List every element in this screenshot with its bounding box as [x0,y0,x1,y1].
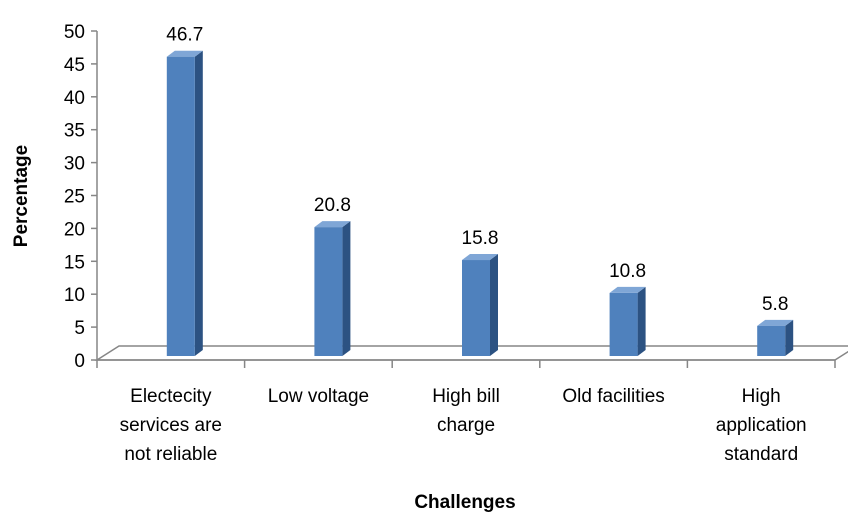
bar [166,50,203,357]
bar-front [166,56,195,357]
bar-side [490,254,498,356]
value-label: 46.7 [166,25,203,46]
bar-side [785,319,794,356]
y-tick-label: 10 [64,285,85,306]
bar [314,221,351,356]
bars [166,50,794,357]
category-label-line: Old facilities [562,386,664,407]
bar-front [314,227,343,356]
bar [757,319,794,356]
bar-top [314,221,351,228]
bar-side [637,286,646,356]
value-label: 5.8 [762,294,788,315]
category-label-line: charge [437,415,495,436]
y-tick-label: 15 [64,252,85,273]
value-label: 20.8 [314,195,351,216]
category-label-line: application [716,415,807,436]
category-label: Low voltage [268,386,369,407]
value-labels: 46.7 20.8 15.8 10.8 5.8 [166,25,788,315]
bar-top [462,254,498,261]
category-label: High bill charge [432,386,500,436]
bar-front [462,260,490,356]
y-tick-label: 45 [64,55,85,76]
value-label: 15.8 [462,228,499,249]
bar-side [194,50,203,357]
y-tick-label: 40 [64,88,85,109]
bar-top [166,50,203,57]
category-label-line: Low voltage [268,386,369,407]
bar-top [609,286,646,293]
category-labels: Electecity services are not reliable Low vo… [120,386,807,465]
bar-front [757,325,786,356]
y-tick-label: 20 [64,219,85,240]
category-label: Old facilities [562,386,664,407]
y-axis-ticks: 0 5 10 15 20 25 30 35 40 45 50 [64,22,97,372]
y-tick-label: 35 [64,121,85,142]
category-label-line: services are [120,415,222,436]
category-label-line: not reliable [124,444,217,465]
y-tick-label: 0 [74,351,85,372]
bar [462,254,498,356]
category-label-line: High [742,386,781,407]
bar-side [342,221,351,356]
x-axis-title: Challenges [414,492,515,513]
category-label: Electecity services are not reliable [120,386,222,465]
y-tick-label: 5 [74,318,85,339]
value-label: 10.8 [609,261,646,282]
y-tick-label: 50 [64,22,85,43]
y-axis-title: Percentage [11,145,32,247]
y-tick-label: 25 [64,187,85,208]
category-label: High application standard [716,386,807,465]
category-label-line: High bill [432,386,500,407]
bar-front [609,292,638,356]
bar [609,286,646,356]
y-tick-label: 30 [64,154,85,175]
category-label-line: Electecity [130,386,212,407]
category-label-line: standard [724,444,798,465]
bar-top [757,319,794,326]
